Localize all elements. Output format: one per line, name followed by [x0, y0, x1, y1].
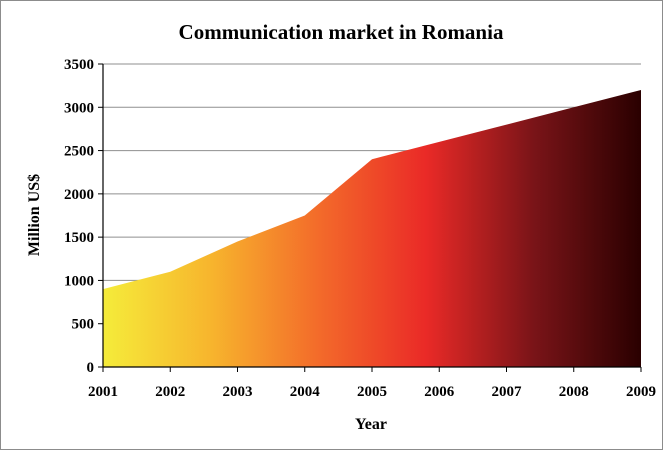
x-tick-label: 2003	[223, 384, 253, 400]
x-tick-label: 2002	[155, 384, 185, 400]
y-tick-label: 3000	[64, 100, 94, 116]
x-tick-labels: 2001 2002 2003 2004 2005 2006 2007 2008 2009	[88, 367, 656, 400]
x-tick-label: 2006	[424, 384, 455, 400]
x-axis-label: Year	[355, 416, 387, 433]
x-tick-label: 2009	[626, 384, 656, 400]
x-tick-label: 2007	[492, 384, 523, 400]
y-tick-label: 500	[72, 317, 95, 333]
x-tick-label: 2001	[88, 384, 118, 400]
y-axis-label: Million US$	[26, 174, 43, 256]
y-tick-label: 1000	[64, 273, 94, 289]
y-tick-label: 0	[87, 360, 95, 376]
x-tick-label: 2005	[357, 384, 387, 400]
chart-title: Communication market in Romania	[179, 20, 504, 44]
y-tick-label: 2500	[64, 144, 94, 160]
y-tick-labels: 0 500 1000 1500 2000 2500 3000 3500	[64, 57, 103, 376]
x-tick-label: 2008	[559, 384, 589, 400]
y-tick-label: 2000	[64, 187, 94, 203]
y-tick-label: 3500	[64, 57, 94, 73]
area-series	[103, 89, 641, 367]
x-tick-label: 2004	[290, 384, 321, 400]
y-tick-label: 1500	[64, 230, 94, 246]
